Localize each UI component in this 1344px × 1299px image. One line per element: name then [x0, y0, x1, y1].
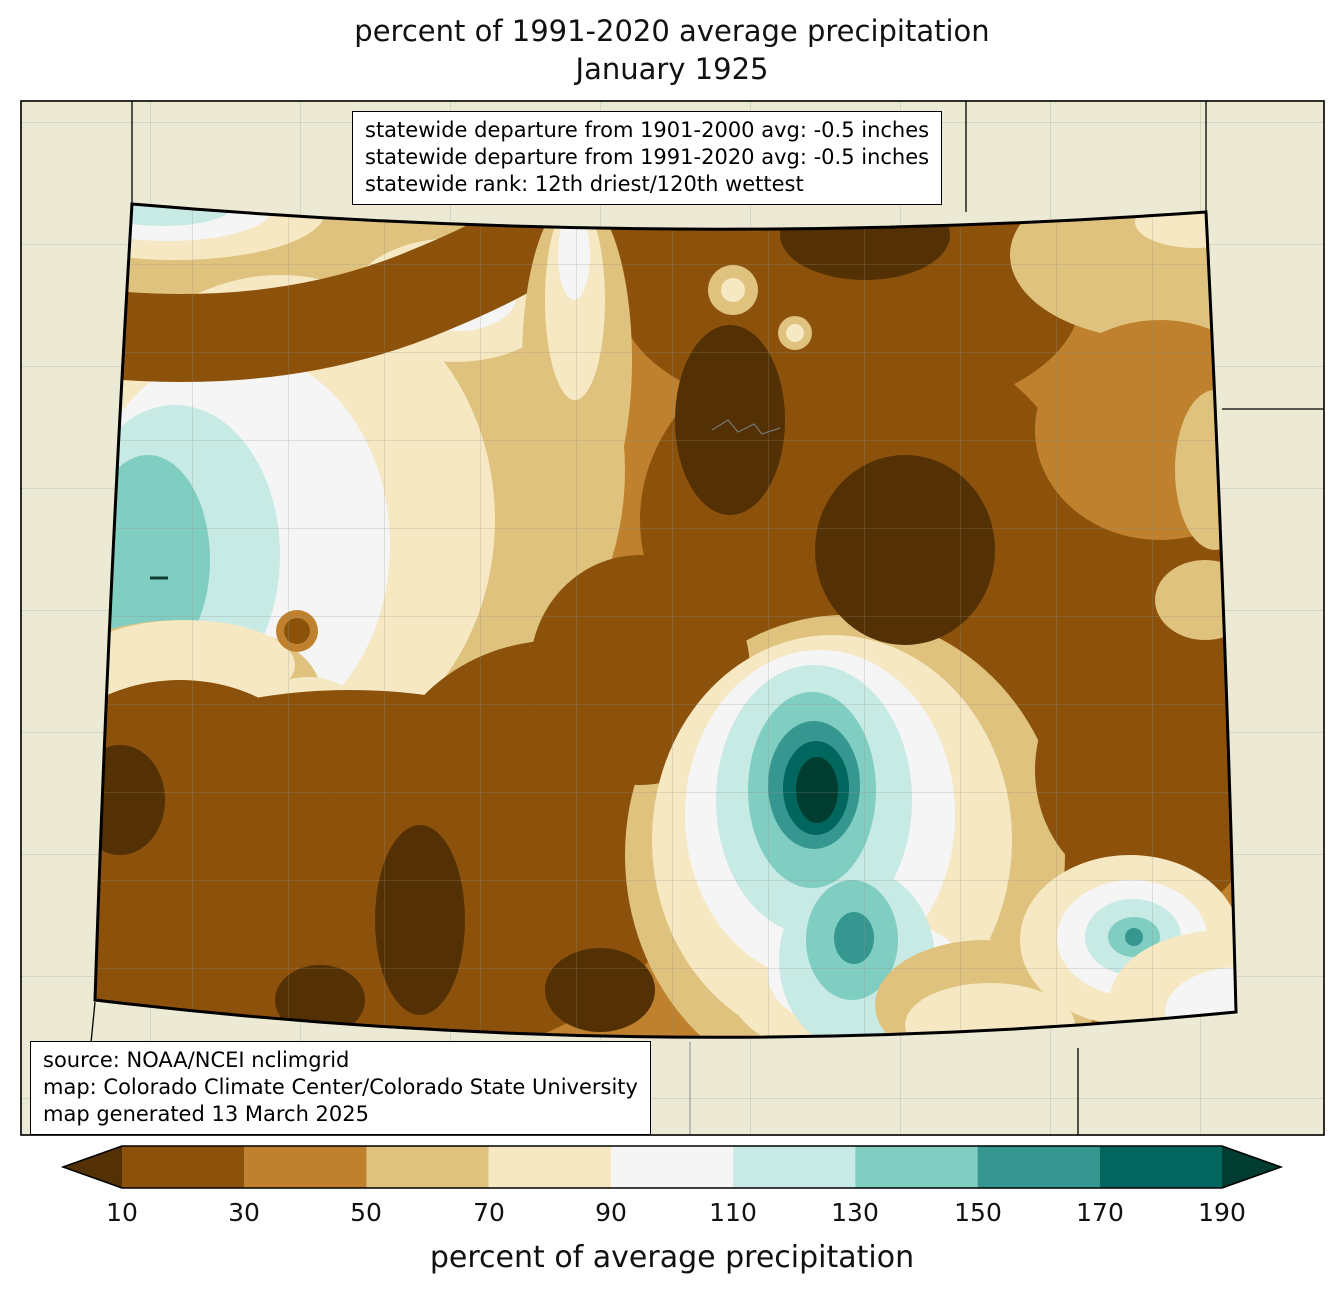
colorbar	[60, 1145, 1284, 1189]
colorado-state-outline	[93, 202, 1238, 1039]
colorbar-segment	[244, 1146, 367, 1188]
colorbar-tick-label: 50	[350, 1198, 382, 1227]
precip-map-svg	[20, 100, 1325, 1136]
colorbar-tick-label: 170	[1076, 1198, 1124, 1227]
colorbar-tick-label: 110	[709, 1198, 757, 1227]
colorbar-tick-label: 190	[1198, 1198, 1246, 1227]
source-box: source: NOAA/NCEI nclimgrid map: Colorad…	[30, 1041, 651, 1135]
colorbar-segment	[366, 1146, 489, 1188]
map-title-line1: percent of 1991-2020 average precipitati…	[354, 14, 990, 48]
statewide-stats-box: statewide departure from 1901-2000 avg: …	[352, 111, 943, 205]
colorbar-arrow-left	[63, 1146, 122, 1188]
denver-county-lines	[711, 419, 781, 435]
stats-line-3: statewide rank: 12th driest/120th wettes…	[365, 172, 804, 196]
map-frame	[20, 100, 1325, 1136]
colorbar-tick-label: 150	[954, 1198, 1002, 1227]
colorbar-segment	[733, 1146, 856, 1188]
colorbar-segment	[610, 1146, 734, 1188]
colorbar-tick-label: 10	[106, 1198, 138, 1227]
stats-line-2: statewide departure from 1991-2020 avg: …	[365, 145, 930, 169]
map-title-line2: January 1925	[575, 52, 769, 86]
colorbar-segment	[977, 1146, 1100, 1188]
county-grid-overlay	[95, 204, 1236, 1038]
colorbar-segment	[1099, 1146, 1223, 1188]
colorbar-tick-label: 70	[473, 1198, 505, 1227]
colorbar-outline	[60, 1145, 1284, 1189]
colorbar-segment	[122, 1146, 245, 1188]
source-line-2: map: Colorado Climate Center/Colorado St…	[43, 1075, 638, 1099]
map-title: percent of 1991-2020 average precipitati…	[0, 12, 1344, 88]
colorbar-tick-label: 130	[831, 1198, 879, 1227]
colorado-contour-fills	[95, 204, 1236, 1038]
source-line-1: source: NOAA/NCEI nclimgrid	[43, 1048, 350, 1072]
colorbar-arrow-right	[1222, 1146, 1281, 1188]
stats-line-1: statewide departure from 1901-2000 avg: …	[365, 118, 930, 142]
colorbar-tick-label: 90	[595, 1198, 627, 1227]
colorbar-axis-label: percent of average precipitation	[429, 1240, 915, 1275]
colorbar-segment	[855, 1146, 978, 1188]
colorbar-tick-label: 30	[228, 1198, 260, 1227]
source-line-3: map generated 13 March 2025	[43, 1102, 370, 1126]
colorbar-segment	[488, 1146, 611, 1188]
